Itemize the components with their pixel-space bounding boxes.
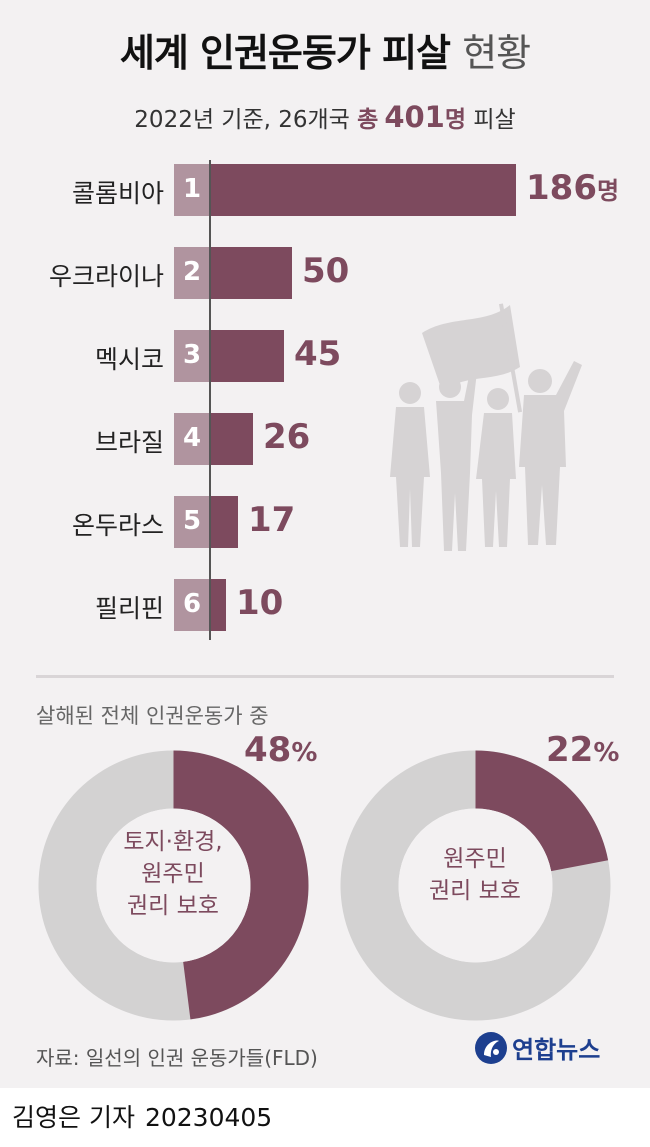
bar-value-label: 17 (248, 500, 296, 540)
section-divider (36, 675, 614, 678)
donut-segment (173, 750, 309, 1020)
bar-category-label: 온두라스 (71, 511, 164, 540)
infographic-panel: 세계 인권운동가 피살 현황 2022년 기준, 26개국 총 401명 피살 콜… (0, 0, 650, 1088)
page-title: 세계 인권운동가 피살 현황 (0, 22, 650, 77)
bar (210, 247, 292, 299)
subtitle-suffix: 피살 (473, 107, 516, 133)
logo-text: 연합뉴스 (512, 1036, 601, 1064)
donut-segment (475, 750, 609, 872)
rank-box (174, 164, 210, 216)
source-note: 자료: 일선의 인권 운동가들(FLD) (36, 1046, 318, 1070)
title-bold: 세계 인권운동가 피살 (119, 31, 451, 75)
subtitle: 2022년 기준, 26개국 총 401명 피살 (0, 100, 650, 134)
bar-category-label: 멕시코 (94, 345, 164, 374)
subtitle-total-label: 총 (357, 107, 379, 133)
bar-value-label: 186명 (526, 168, 620, 208)
donut-hole (398, 808, 553, 963)
subtitle-total-unit: 명 (444, 107, 467, 133)
publish-date: 20230405 (144, 1103, 273, 1132)
bar-category-label: 브라질 (94, 428, 164, 457)
bar-value-label: 26 (263, 417, 311, 457)
rank-number: 5 (182, 506, 202, 536)
bar (210, 579, 226, 631)
bar-value-label: 45 (294, 334, 342, 374)
subtitle-total-value: 401 (384, 100, 445, 134)
credit-line: 김영은 기자 20230405 (12, 1098, 272, 1134)
rank-number: 3 (182, 340, 202, 370)
bar-category-label: 우크라이나 (48, 262, 164, 291)
protesters-with-flag-icon (390, 303, 582, 551)
rank-box (174, 330, 210, 382)
reporter-name: 김영은 기자 (12, 1103, 135, 1132)
rank-box (174, 413, 210, 465)
bar-value-label: 10 (236, 583, 284, 623)
rank-box (174, 247, 210, 299)
bar (210, 496, 238, 548)
donut-value-land-environment: 48% (244, 730, 318, 770)
rank-number: 4 (182, 423, 202, 453)
bar (210, 164, 516, 216)
bar-value-label: 50 (302, 251, 350, 291)
yonhap-logo-icon (475, 1031, 507, 1064)
rank-number: 2 (182, 257, 202, 287)
bar (210, 413, 253, 465)
rank-box (174, 496, 210, 548)
yonhap-logo: 연합뉴스 (474, 1030, 600, 1065)
rank-number: 1 (182, 174, 202, 204)
donut-hole (96, 808, 251, 963)
bar-category-label: 필리핀 (94, 594, 164, 623)
donut-value-indigenous: 22% (546, 730, 620, 770)
rank-box (174, 579, 210, 631)
bar-axis-line (209, 160, 211, 640)
donut-chart-indigenous (340, 750, 611, 1021)
donut-label-land-environment: 토지·환경, 원주민 권리 보호 (123, 829, 223, 919)
title-light: 현황 (462, 31, 531, 75)
bar (210, 330, 284, 382)
rank-number: 6 (182, 589, 202, 619)
bar-category-label: 콜롬비아 (71, 179, 164, 208)
subtitle-prefix: 2022년 기준, 26개국 (134, 107, 350, 133)
donut-chart-land-environment (38, 750, 309, 1021)
donut-caption: 살해된 전체 인권운동가 중 (36, 704, 269, 728)
donut-label-indigenous: 원주민 권리 보호 (429, 846, 521, 904)
